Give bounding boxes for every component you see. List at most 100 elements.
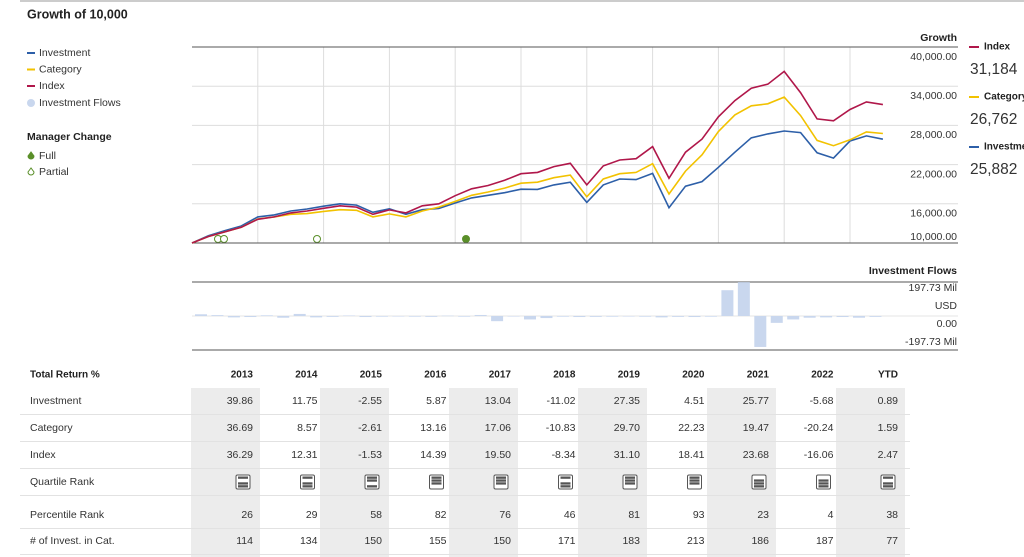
flow-bar [836, 316, 849, 318]
quartile-icon [880, 474, 896, 490]
quartile-icon [429, 474, 444, 490]
cell: -2.61 [358, 422, 382, 434]
icon-band [238, 476, 248, 479]
flow-bar [491, 316, 504, 322]
cell: 150 [364, 535, 382, 547]
flow-bar [770, 316, 783, 323]
flow-bar [310, 316, 323, 318]
cell: 81 [628, 509, 640, 521]
cell: 12.31 [291, 449, 317, 461]
cell: 29 [306, 509, 318, 521]
full-marker [462, 235, 470, 243]
icon-band [496, 479, 506, 482]
icon-band [625, 482, 635, 485]
cell: -8.34 [552, 449, 576, 461]
column-header: 2019 [618, 370, 641, 381]
cell: 171 [558, 535, 576, 547]
cell: 150 [493, 535, 511, 547]
cell: 213 [687, 535, 705, 547]
unit-label: USD [935, 300, 958, 312]
flow-bar [573, 316, 586, 318]
end-name: Category [984, 92, 1024, 103]
end-name: Investment [984, 142, 1024, 153]
row-label: Investment [30, 395, 81, 407]
column-shade [578, 388, 647, 557]
cell: 186 [751, 535, 769, 547]
y-axis-title: Growth [920, 32, 957, 44]
quartile-icon [558, 474, 573, 490]
flow-bar [524, 316, 536, 320]
flow-bar [556, 316, 569, 317]
icon-band [302, 479, 313, 482]
icon-band [560, 476, 571, 479]
icon-band [302, 476, 313, 479]
flow-bar [622, 316, 635, 317]
cell: 19.47 [743, 422, 769, 434]
flow-bar [655, 316, 668, 318]
cell: 2.47 [878, 449, 899, 461]
legend-swatch [27, 99, 35, 107]
icon-band [496, 476, 506, 479]
cell: 5.87 [426, 395, 447, 407]
column-header: 2018 [553, 370, 576, 381]
icon-band [560, 485, 571, 488]
table-title: Total Return % [30, 370, 100, 381]
cell: 27.35 [614, 395, 640, 407]
icon-band [367, 482, 377, 485]
cell: -1.53 [358, 449, 382, 461]
cell: 26 [241, 509, 253, 521]
icon-band [883, 485, 893, 488]
cell: 77 [886, 535, 898, 547]
flow-bar [195, 314, 207, 316]
icon-band [496, 482, 506, 485]
icon-band [883, 476, 893, 479]
end-value: 31,184 [970, 61, 1018, 78]
cell: 23 [757, 509, 769, 521]
column-shade [836, 388, 905, 557]
cell: 58 [370, 509, 382, 521]
flow-bar [227, 316, 240, 318]
flow-bar [343, 315, 356, 316]
cell: 187 [816, 535, 834, 547]
row-label: Index [30, 449, 56, 461]
icon-band [367, 476, 377, 479]
icon-band [689, 476, 700, 479]
icon-band [560, 482, 571, 485]
flow-bar [606, 316, 619, 317]
quartile-icon [493, 474, 509, 490]
y-tick-label: 16,000.00 [910, 208, 957, 220]
flow-bar [803, 316, 816, 318]
flow-bar [392, 316, 405, 317]
cell: 93 [693, 509, 705, 521]
row-label: Category [30, 422, 73, 434]
icon-band [302, 482, 313, 485]
icon-band [754, 479, 764, 482]
flow-bar [260, 315, 273, 316]
flow-bar [244, 316, 257, 318]
icon-band [754, 482, 764, 485]
flow-bar [704, 316, 717, 317]
column-shade [320, 388, 389, 557]
cell: 29.70 [614, 422, 640, 434]
flow-bar [820, 316, 833, 318]
flow-bar [375, 316, 388, 317]
column-shade [449, 388, 518, 557]
legend-label: Investment [39, 47, 90, 59]
quartile-icon [816, 474, 831, 490]
flow-bar [425, 316, 438, 317]
row-label: Percentile Rank [30, 509, 105, 521]
icon-band [238, 482, 248, 485]
icon-band [560, 479, 571, 482]
flow-bar [754, 316, 767, 347]
cell: 134 [300, 535, 318, 547]
y-tick-label: -197.73 Mil [905, 336, 957, 348]
row-label: # of Invest. in Cat. [30, 535, 115, 547]
icon-band [818, 485, 829, 488]
cell: -10.83 [546, 422, 576, 434]
icon-band [367, 479, 377, 482]
quartile-icon [751, 474, 767, 490]
flow-bar [869, 316, 882, 317]
icon-band [883, 482, 893, 485]
